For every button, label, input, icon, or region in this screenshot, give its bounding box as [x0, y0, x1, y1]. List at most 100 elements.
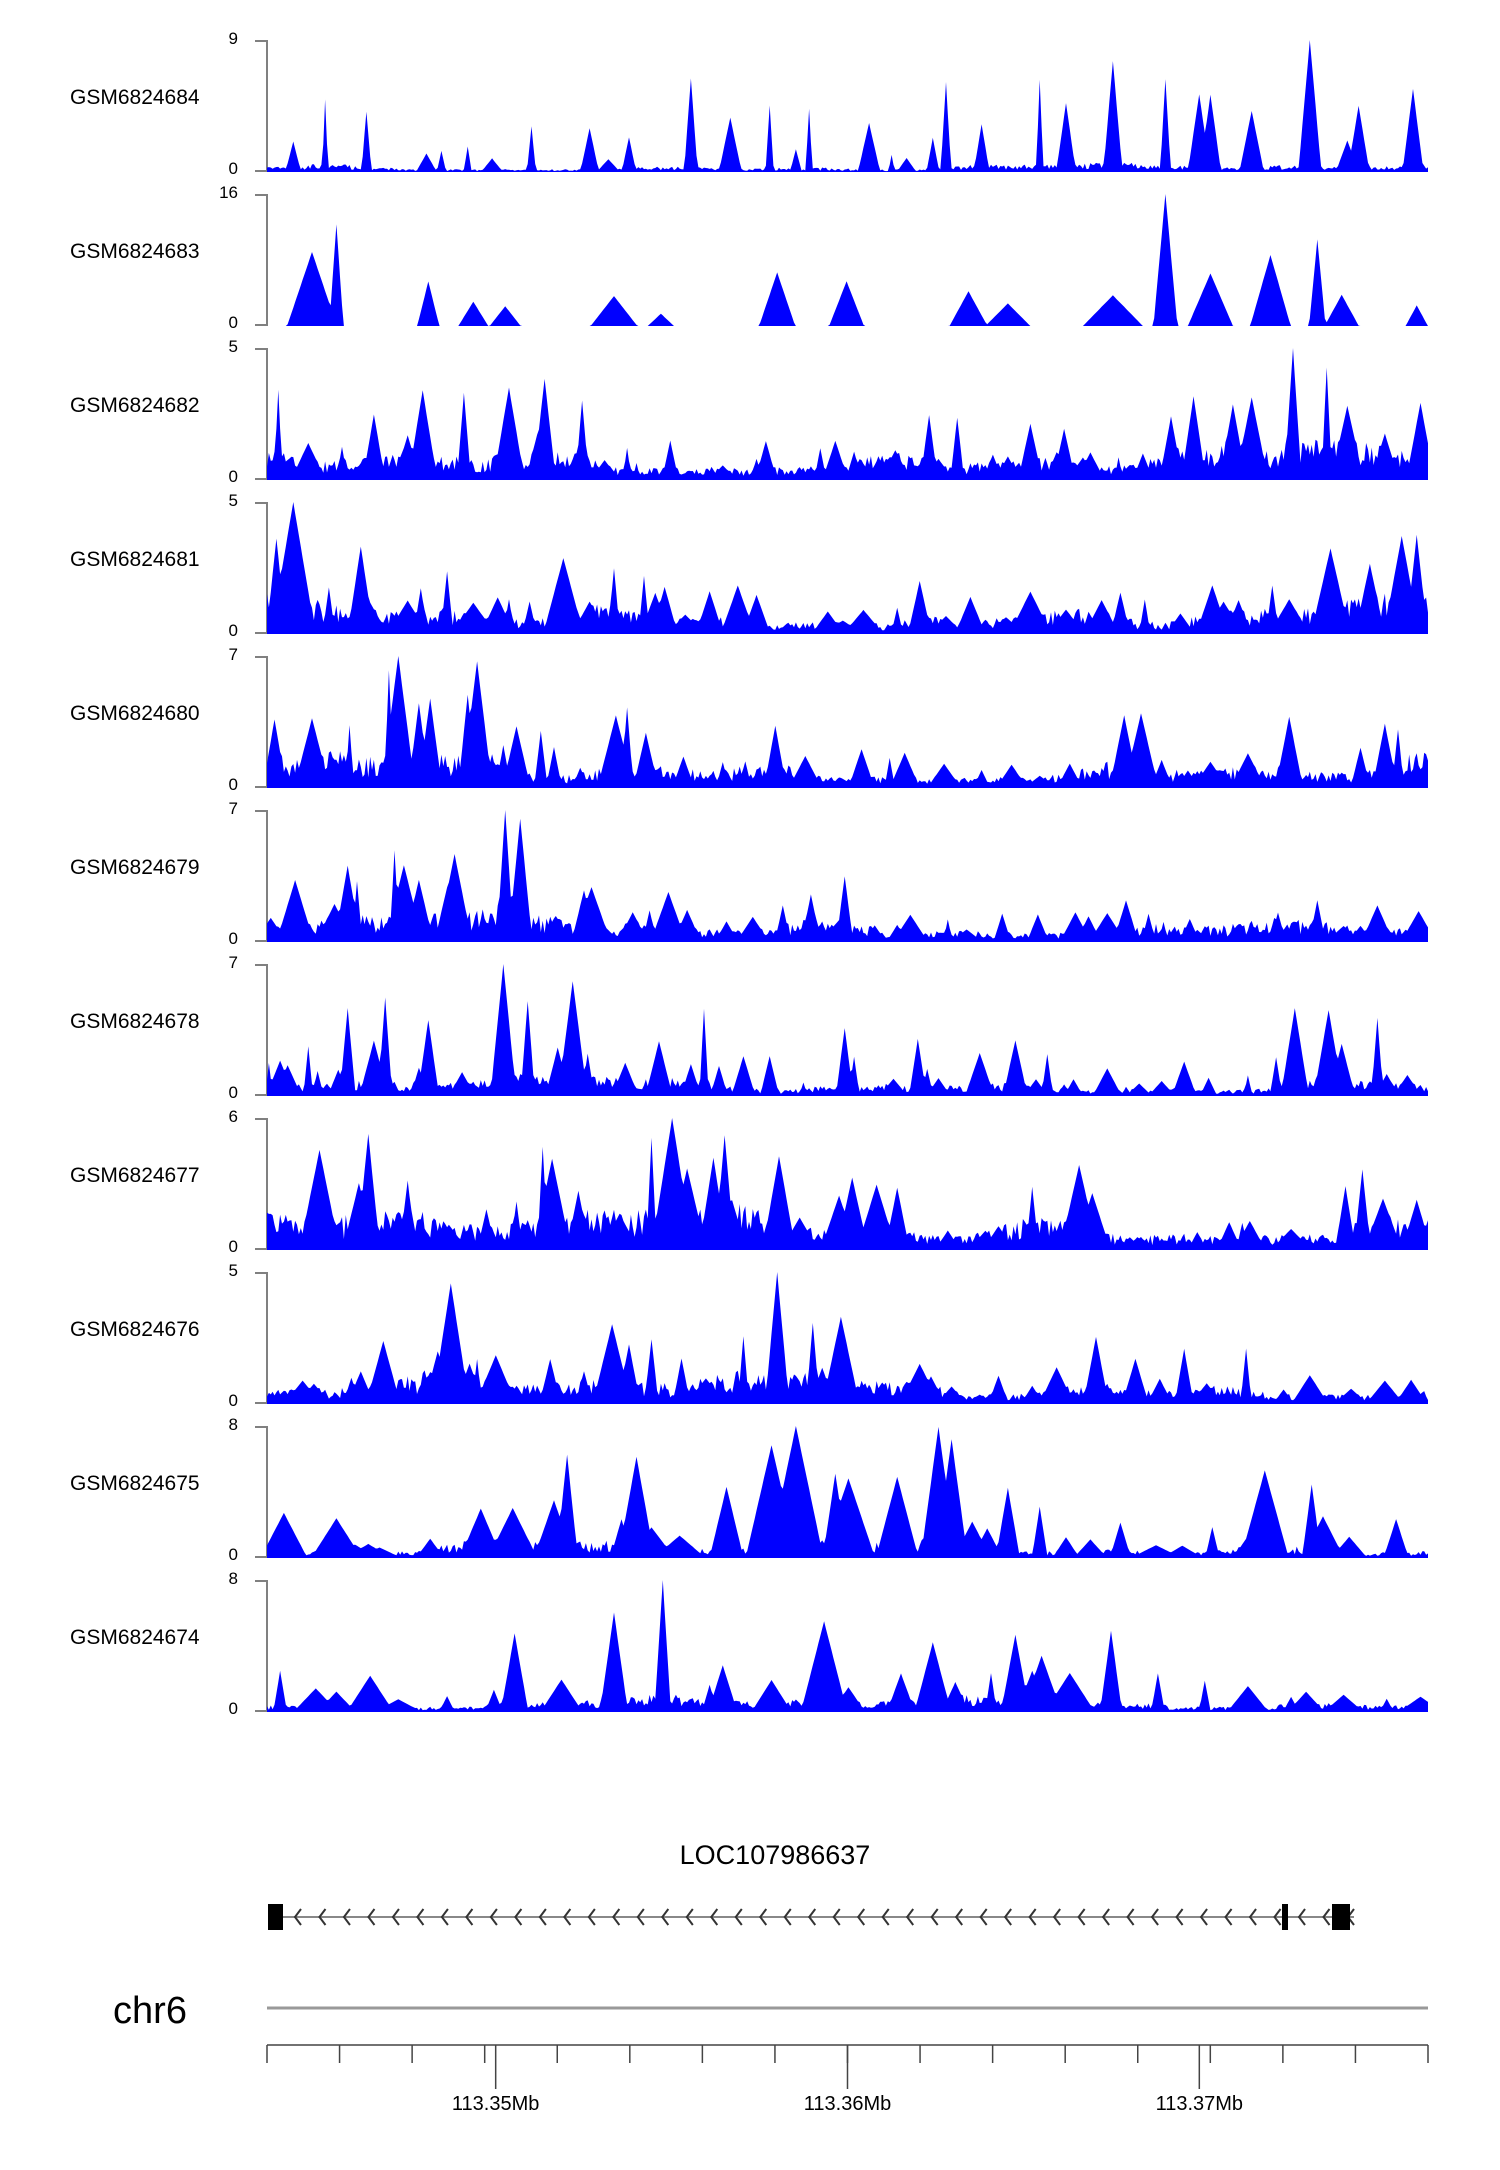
coverage-area-plot[interactable] [267, 964, 1428, 1096]
strand-arrow-icon [856, 1908, 866, 1926]
coverage-svg [267, 1426, 1428, 1558]
coverage-area-plot[interactable] [267, 194, 1428, 326]
coverage-area-plot[interactable] [267, 656, 1428, 788]
y-axis-tick-min [255, 632, 267, 634]
track-sample-label: GSM6824678 [70, 1010, 200, 1033]
y-axis-max-label: 7 [228, 799, 238, 818]
strand-arrow-icon [832, 1908, 841, 1926]
y-axis-min-label: 0 [228, 621, 238, 640]
coverage-svg [267, 810, 1428, 942]
strand-arrow-icon [293, 1908, 302, 1926]
y-axis-tick-max [255, 1272, 267, 1274]
y-axis-tick-max [255, 1118, 267, 1120]
strand-arrow-icon [1077, 1908, 1086, 1926]
coverage-polygon [267, 1272, 1428, 1404]
coverage-polygon [267, 1426, 1428, 1558]
y-axis-line [266, 1426, 268, 1558]
y-axis-max-label: 7 [228, 953, 238, 972]
coverage-svg [267, 502, 1428, 634]
exon-box [1282, 1904, 1288, 1930]
coverage-track[interactable]: GSM6824681 5 0 [0, 492, 1500, 656]
y-axis-min-label: 0 [228, 467, 238, 486]
ruler-tick-label: 113.35Mb [451, 2093, 540, 2115]
strand-arrow-icon [930, 1908, 939, 1926]
coverage-polygon [267, 348, 1428, 480]
coverage-track[interactable]: GSM6824676 5 0 [0, 1262, 1500, 1426]
strand-arrow-icon [1273, 1908, 1282, 1926]
coverage-svg [267, 1272, 1428, 1404]
coverage-area-plot[interactable] [267, 1272, 1428, 1404]
y-axis-tick-min [255, 1248, 267, 1250]
y-axis-min-label: 0 [228, 775, 238, 794]
strand-arrow-icon [1248, 1908, 1257, 1926]
coverage-area-plot[interactable] [267, 1580, 1428, 1712]
y-axis-tick-min [255, 1556, 267, 1558]
track-sample-label: GSM6824677 [70, 1164, 200, 1187]
strand-arrow-icon [318, 1908, 327, 1926]
strand-arrow-icon [1322, 1908, 1331, 1926]
strand-arrow-icon [1150, 1908, 1159, 1926]
y-axis-tick-max [255, 964, 267, 966]
y-axis-max-label: 9 [228, 29, 238, 48]
y-axis-min-label: 0 [228, 1391, 238, 1410]
chromosome-ruler: chr6 113.35Mb 113.36Mb 113.37Mb [0, 1985, 1500, 2135]
strand-arrow-icon [979, 1908, 988, 1926]
strand-arrow-icon [1199, 1908, 1208, 1926]
y-axis-line [266, 1580, 268, 1712]
y-axis-max-label: 5 [228, 1261, 238, 1280]
y-axis-max-label: 5 [228, 337, 238, 356]
ruler-tick-label: 113.36Mb [803, 2093, 892, 2115]
y-axis-max-label: 16 [219, 183, 238, 202]
gene-annotation-track[interactable]: LOC107986637 [0, 1840, 1500, 1950]
y-axis-tick-max [255, 656, 267, 658]
coverage-track[interactable]: GSM6824684 9 0 [0, 30, 1500, 194]
coverage-area-plot[interactable] [267, 1118, 1428, 1250]
coverage-track[interactable]: GSM6824683 16 0 [0, 184, 1500, 348]
strand-arrow-icon [1052, 1908, 1061, 1926]
coverage-track[interactable]: GSM6824682 5 0 [0, 338, 1500, 502]
ruler-svg-graphic [266, 2006, 1429, 2089]
y-axis-min-label: 0 [228, 1699, 238, 1718]
coverage-area-plot[interactable] [267, 40, 1428, 172]
y-axis-line [266, 656, 268, 788]
strand-arrow-icon [808, 1908, 817, 1926]
ruler-graphic [0, 1985, 1500, 2140]
y-axis-tick-min [255, 1094, 267, 1096]
y-axis-line [266, 502, 268, 634]
track-sample-label: GSM6824679 [70, 856, 200, 879]
track-sample-label: GSM6824682 [70, 394, 200, 417]
strand-arrow-icon [391, 1908, 400, 1926]
coverage-area-plot[interactable] [267, 1426, 1428, 1558]
strand-arrow-icon [881, 1908, 890, 1926]
strand-arrow-icon [342, 1908, 351, 1926]
coverage-polygon [267, 964, 1428, 1096]
y-axis-tick-min [255, 786, 267, 788]
strand-arrow-icon [1297, 1908, 1306, 1926]
y-axis-max-label: 8 [228, 1415, 238, 1434]
coverage-polygon [267, 810, 1428, 942]
coverage-track[interactable]: GSM6824679 7 0 [0, 800, 1500, 964]
y-axis-min-label: 0 [228, 1545, 238, 1564]
track-sample-label: GSM6824683 [70, 240, 200, 263]
coverage-track[interactable]: GSM6824674 8 0 [0, 1570, 1500, 1734]
coverage-polygon [267, 502, 1428, 634]
y-axis-tick-max [255, 502, 267, 504]
coverage-track[interactable]: GSM6824680 7 0 [0, 646, 1500, 810]
coverage-track[interactable]: GSM6824678 7 0 [0, 954, 1500, 1118]
gene-model-svg [268, 1904, 1355, 1930]
strand-arrow-icon [1028, 1908, 1037, 1926]
strand-arrow-icon [465, 1908, 474, 1926]
coverage-area-plot[interactable] [267, 810, 1428, 942]
y-axis-tick-max [255, 1426, 267, 1428]
coverage-area-plot[interactable] [267, 348, 1428, 480]
y-axis-min-label: 0 [228, 1237, 238, 1256]
coverage-svg [267, 194, 1428, 326]
coverage-track[interactable]: GSM6824675 8 0 [0, 1416, 1500, 1580]
y-axis-tick-max [255, 348, 267, 350]
y-axis-min-label: 0 [228, 313, 238, 332]
y-axis-line [266, 1118, 268, 1250]
coverage-area-plot[interactable] [267, 502, 1428, 634]
y-axis-line [266, 348, 268, 480]
coverage-track[interactable]: GSM6824677 6 0 [0, 1108, 1500, 1272]
